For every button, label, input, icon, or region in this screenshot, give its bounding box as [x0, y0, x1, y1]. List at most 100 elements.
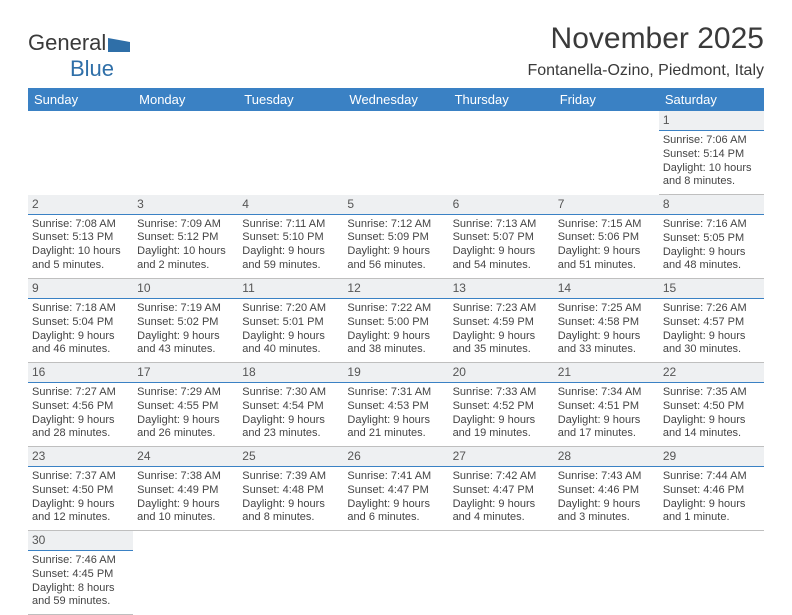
day-body: Sunrise: 7:44 AMSunset: 4:46 PMDaylight:… — [659, 467, 764, 530]
sunrise-line: Sunrise: 7:11 AM — [242, 218, 339, 232]
day-body: Sunrise: 7:09 AMSunset: 5:12 PMDaylight:… — [133, 215, 238, 278]
calendar-body: 1Sunrise: 7:06 AMSunset: 5:14 PMDaylight… — [28, 111, 764, 615]
sunrise-line: Sunrise: 7:33 AM — [453, 386, 550, 400]
day-number: 10 — [133, 279, 238, 299]
daylight-line2: and 59 minutes. — [32, 595, 129, 609]
day-number: 11 — [238, 279, 343, 299]
day-body: Sunrise: 7:30 AMSunset: 4:54 PMDaylight:… — [238, 383, 343, 446]
day-cell — [133, 111, 238, 195]
week-row: 9Sunrise: 7:18 AMSunset: 5:04 PMDaylight… — [28, 279, 764, 363]
daylight-line2: and 51 minutes. — [558, 259, 655, 273]
day-cell: 16Sunrise: 7:27 AMSunset: 4:56 PMDayligh… — [28, 363, 133, 447]
day-cell: 14Sunrise: 7:25 AMSunset: 4:58 PMDayligh… — [554, 279, 659, 363]
sunset-line: Sunset: 4:57 PM — [663, 316, 760, 330]
week-row: 23Sunrise: 7:37 AMSunset: 4:50 PMDayligh… — [28, 447, 764, 531]
sunrise-line: Sunrise: 7:44 AM — [663, 470, 760, 484]
daylight-line2: and 59 minutes. — [242, 259, 339, 273]
sunrise-line: Sunrise: 7:15 AM — [558, 218, 655, 232]
daylight-line2: and 8 minutes. — [242, 511, 339, 525]
day-body: Sunrise: 7:25 AMSunset: 4:58 PMDaylight:… — [554, 299, 659, 362]
daylight-line1: Daylight: 8 hours — [32, 582, 129, 596]
sunrise-line: Sunrise: 7:35 AM — [663, 386, 760, 400]
day-body: Sunrise: 7:18 AMSunset: 5:04 PMDaylight:… — [28, 299, 133, 362]
daylight-line2: and 3 minutes. — [558, 511, 655, 525]
week-row: 30Sunrise: 7:46 AMSunset: 4:45 PMDayligh… — [28, 531, 764, 615]
sunrise-line: Sunrise: 7:18 AM — [32, 302, 129, 316]
sunset-line: Sunset: 4:56 PM — [32, 400, 129, 414]
daylight-line1: Daylight: 10 hours — [663, 162, 760, 176]
daylight-line1: Daylight: 9 hours — [242, 498, 339, 512]
daylight-line1: Daylight: 9 hours — [242, 330, 339, 344]
day-body: Sunrise: 7:41 AMSunset: 4:47 PMDaylight:… — [343, 467, 448, 530]
day-body: Sunrise: 7:06 AMSunset: 5:14 PMDaylight:… — [659, 131, 764, 194]
day-number: 6 — [449, 195, 554, 215]
day-number: 16 — [28, 363, 133, 383]
sunset-line: Sunset: 5:10 PM — [242, 231, 339, 245]
day-cell: 21Sunrise: 7:34 AMSunset: 4:51 PMDayligh… — [554, 363, 659, 447]
daylight-line2: and 8 minutes. — [663, 175, 760, 189]
daylight-line1: Daylight: 9 hours — [453, 414, 550, 428]
daylight-line1: Daylight: 9 hours — [347, 245, 444, 259]
week-row: 16Sunrise: 7:27 AMSunset: 4:56 PMDayligh… — [28, 363, 764, 447]
day-cell: 3Sunrise: 7:09 AMSunset: 5:12 PMDaylight… — [133, 195, 238, 279]
day-body: Sunrise: 7:27 AMSunset: 4:56 PMDaylight:… — [28, 383, 133, 446]
day-body: Sunrise: 7:23 AMSunset: 4:59 PMDaylight:… — [449, 299, 554, 362]
day-body: Sunrise: 7:16 AMSunset: 5:05 PMDaylight:… — [659, 215, 764, 278]
daylight-line1: Daylight: 9 hours — [32, 414, 129, 428]
day-number: 30 — [28, 531, 133, 551]
daylight-line1: Daylight: 9 hours — [663, 498, 760, 512]
day-number: 5 — [343, 195, 448, 215]
daylight-line2: and 30 minutes. — [663, 343, 760, 357]
sunset-line: Sunset: 4:55 PM — [137, 400, 234, 414]
day-number: 25 — [238, 447, 343, 467]
day-number: 12 — [343, 279, 448, 299]
daylight-line2: and 40 minutes. — [242, 343, 339, 357]
daylight-line2: and 21 minutes. — [347, 427, 444, 441]
sunrise-line: Sunrise: 7:26 AM — [663, 302, 760, 316]
week-row: 2Sunrise: 7:08 AMSunset: 5:13 PMDaylight… — [28, 195, 764, 279]
day-cell: 7Sunrise: 7:15 AMSunset: 5:06 PMDaylight… — [554, 195, 659, 279]
daylight-line2: and 2 minutes. — [137, 259, 234, 273]
sunset-line: Sunset: 5:12 PM — [137, 231, 234, 245]
sunset-line: Sunset: 5:00 PM — [347, 316, 444, 330]
day-cell: 8Sunrise: 7:16 AMSunset: 5:05 PMDaylight… — [659, 195, 764, 279]
day-cell: 23Sunrise: 7:37 AMSunset: 4:50 PMDayligh… — [28, 447, 133, 531]
sunrise-line: Sunrise: 7:09 AM — [137, 218, 234, 232]
day-cell: 11Sunrise: 7:20 AMSunset: 5:01 PMDayligh… — [238, 279, 343, 363]
daylight-line2: and 26 minutes. — [137, 427, 234, 441]
day-body: Sunrise: 7:19 AMSunset: 5:02 PMDaylight:… — [133, 299, 238, 362]
daylight-line2: and 38 minutes. — [347, 343, 444, 357]
sunset-line: Sunset: 5:01 PM — [242, 316, 339, 330]
day-cell: 15Sunrise: 7:26 AMSunset: 4:57 PMDayligh… — [659, 279, 764, 363]
day-number: 26 — [343, 447, 448, 467]
day-number: 3 — [133, 195, 238, 215]
day-cell: 12Sunrise: 7:22 AMSunset: 5:00 PMDayligh… — [343, 279, 448, 363]
daylight-line1: Daylight: 9 hours — [242, 245, 339, 259]
day-header: Sunday — [28, 88, 133, 111]
sunrise-line: Sunrise: 7:30 AM — [242, 386, 339, 400]
day-body: Sunrise: 7:31 AMSunset: 4:53 PMDaylight:… — [343, 383, 448, 446]
sunrise-line: Sunrise: 7:22 AM — [347, 302, 444, 316]
day-cell: 30Sunrise: 7:46 AMSunset: 4:45 PMDayligh… — [28, 531, 133, 615]
sunset-line: Sunset: 4:48 PM — [242, 484, 339, 498]
day-number: 21 — [554, 363, 659, 383]
daylight-line1: Daylight: 9 hours — [347, 330, 444, 344]
daylight-line2: and 28 minutes. — [32, 427, 129, 441]
day-body: Sunrise: 7:20 AMSunset: 5:01 PMDaylight:… — [238, 299, 343, 362]
day-cell: 6Sunrise: 7:13 AMSunset: 5:07 PMDaylight… — [449, 195, 554, 279]
sunset-line: Sunset: 5:09 PM — [347, 231, 444, 245]
day-number: 23 — [28, 447, 133, 467]
daylight-line1: Daylight: 9 hours — [347, 498, 444, 512]
day-body: Sunrise: 7:22 AMSunset: 5:00 PMDaylight:… — [343, 299, 448, 362]
daylight-line1: Daylight: 9 hours — [347, 414, 444, 428]
sunrise-line: Sunrise: 7:27 AM — [32, 386, 129, 400]
daylight-line2: and 1 minute. — [663, 511, 760, 525]
day-cell: 2Sunrise: 7:08 AMSunset: 5:13 PMDaylight… — [28, 195, 133, 279]
day-cell — [554, 111, 659, 195]
day-cell: 1Sunrise: 7:06 AMSunset: 5:14 PMDaylight… — [659, 111, 764, 195]
day-body: Sunrise: 7:11 AMSunset: 5:10 PMDaylight:… — [238, 215, 343, 278]
day-number: 15 — [659, 279, 764, 299]
daylight-line2: and 33 minutes. — [558, 343, 655, 357]
sunrise-line: Sunrise: 7:42 AM — [453, 470, 550, 484]
sunset-line: Sunset: 4:52 PM — [453, 400, 550, 414]
